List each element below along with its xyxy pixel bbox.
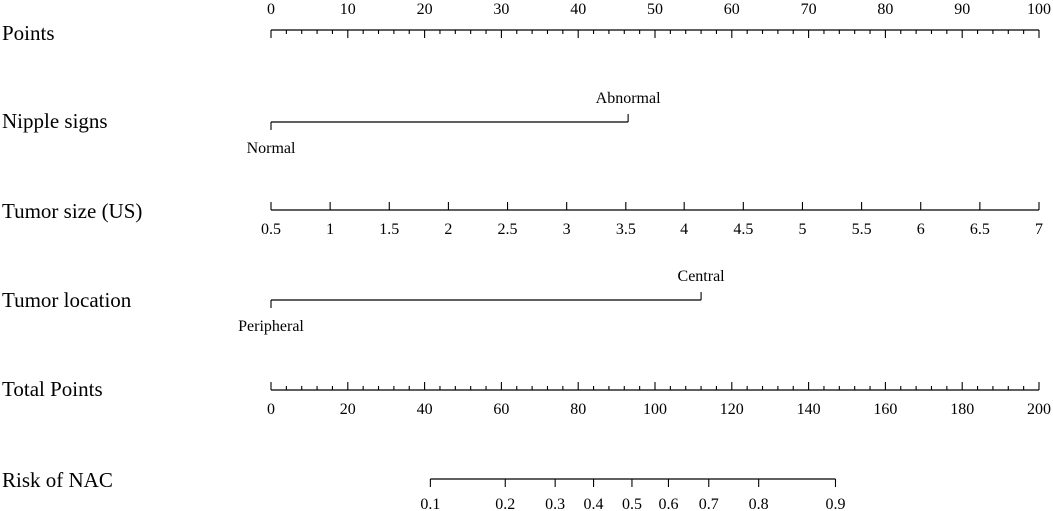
tumor-location-level-label: Central (678, 268, 726, 285)
tumor-size-us-tick-label: 4.5 (733, 221, 753, 238)
points-tick-label: 100 (1027, 1, 1051, 18)
tumor-size-us-tick-label: 6.5 (970, 221, 990, 238)
risk-of-nac-tick-label: 0.7 (699, 496, 719, 511)
points-tick-label: 30 (493, 1, 509, 18)
risk-of-nac-tick-label: 0.2 (495, 496, 515, 511)
tumor-size-us-tick-label: 5 (798, 221, 806, 238)
total-points-tick-label: 20 (340, 401, 356, 418)
points-tick-label: 10 (340, 1, 356, 18)
risk-of-nac-tick-label: 0.1 (420, 496, 440, 511)
total-points-tick-label: 100 (643, 401, 667, 418)
total-points-tick-label: 160 (873, 401, 897, 418)
tumor-size-us-tick-label: 1.5 (379, 221, 399, 238)
tumor-size-us-tick-label: 2 (444, 221, 452, 238)
points-tick-label: 0 (267, 1, 275, 18)
risk-of-nac-tick-label: 0.8 (749, 496, 769, 511)
tumor-size-us-tick-label: 5.5 (852, 221, 872, 238)
tumor-size-us-tick-label: 4 (680, 221, 688, 238)
nipple-signs-row-label: Nipple signs (2, 109, 108, 133)
risk-of-nac-tick-label: 0.9 (825, 496, 845, 511)
total-points-tick-label: 140 (797, 401, 821, 418)
points-tick-label: 20 (417, 1, 433, 18)
tumor-location-level-label: Peripheral (238, 318, 304, 335)
tumor-size-us-row-label: Tumor size (US) (2, 199, 142, 223)
tumor-size-us-tick-label: 7 (1035, 221, 1043, 238)
tumor-size-us-tick-label: 0.5 (261, 221, 281, 238)
tumor-size-us-tick-label: 2.5 (498, 221, 518, 238)
risk-of-nac-tick-label: 0.3 (545, 496, 565, 511)
points-tick-label: 40 (570, 1, 586, 18)
nipple-signs-level-label: Abnormal (596, 90, 661, 107)
risk-of-nac-tick-label: 0.6 (658, 496, 678, 511)
total-points-tick-label: 0 (267, 401, 275, 418)
total-points-tick-label: 120 (720, 401, 744, 418)
tumor-size-us-tick-label: 6 (917, 221, 925, 238)
points-tick-label: 60 (724, 1, 740, 18)
total-points-row-label: Total Points (2, 377, 103, 401)
risk-of-nac-row-label: Risk of NAC (2, 468, 113, 492)
tumor-size-us-tick-label: 1 (326, 221, 334, 238)
total-points-tick-label: 40 (417, 401, 433, 418)
risk-of-nac-tick-label: 0.5 (622, 496, 642, 511)
total-points-tick-label: 200 (1027, 401, 1051, 418)
nipple-signs-level-label: Normal (247, 140, 296, 157)
total-points-tick-label: 80 (570, 401, 586, 418)
points-tick-label: 80 (877, 1, 893, 18)
risk-of-nac-tick-label: 0.4 (584, 496, 604, 511)
points-tick-label: 90 (954, 1, 970, 18)
tumor-size-us-tick-label: 3.5 (616, 221, 636, 238)
tumor-location-row-label: Tumor location (2, 288, 132, 312)
points-tick-label: 70 (801, 1, 817, 18)
points-tick-label: 50 (647, 1, 663, 18)
points-row-label: Points (2, 21, 55, 45)
total-points-tick-label: 180 (950, 401, 974, 418)
total-points-tick-label: 60 (493, 401, 509, 418)
tumor-size-us-tick-label: 3 (563, 221, 571, 238)
